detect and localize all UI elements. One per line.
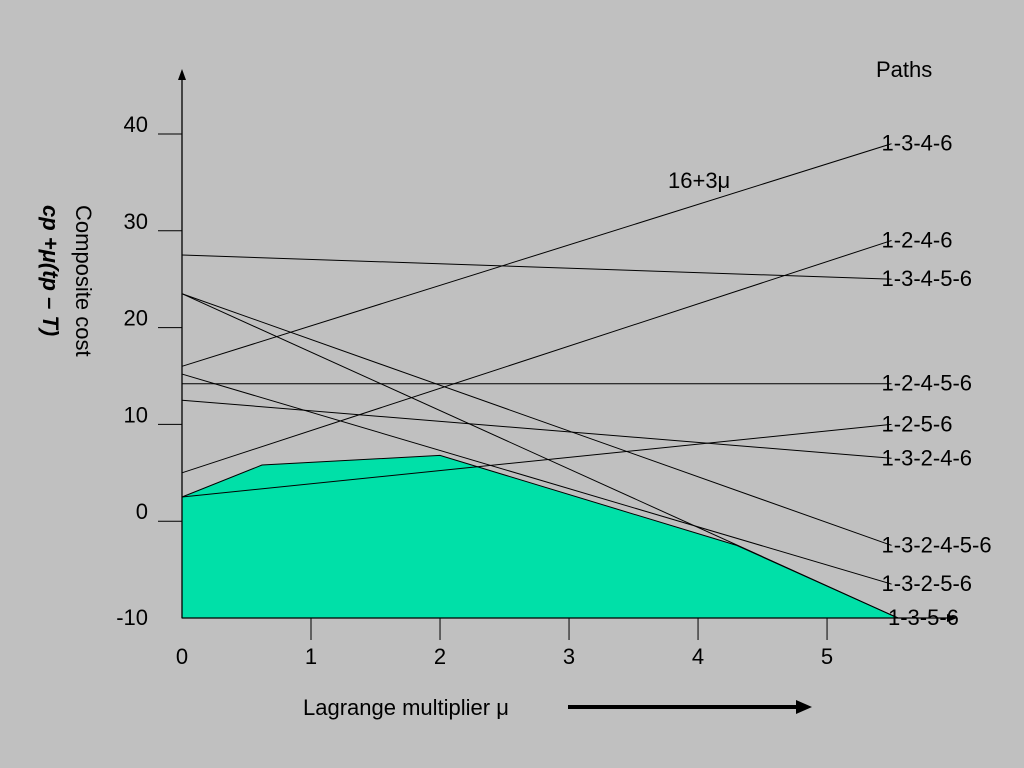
series-line-1-2-5-6	[181, 423, 892, 498]
series-label-1-2-5-6: 1-2-5-6	[882, 411, 953, 436]
series-label-1-3-2-4-5-6: 1-3-2-4-5-6	[882, 532, 992, 557]
x-tick-label: 4	[692, 644, 704, 669]
y-tick-label: 20	[124, 306, 148, 331]
series-line-1-3-2-4-5-6	[181, 293, 892, 546]
y-tick-label: 40	[124, 112, 148, 137]
series-label-1-3-4-6: 1-3-4-6	[882, 131, 953, 156]
series-label-1-3-4-5-6: 1-3-4-5-6	[882, 266, 972, 291]
y-axis-label: Composite cost	[71, 205, 96, 357]
series-line-1-3-2-5-6	[181, 373, 892, 585]
series-line-1-3-4-6	[181, 143, 892, 367]
x-tick-label: 1	[305, 644, 317, 669]
line-annotation: 16+3μ	[668, 168, 730, 193]
x-tick-label: 2	[434, 644, 446, 669]
x-tick-label: 5	[821, 644, 833, 669]
x-axis-arrowhead	[947, 614, 957, 622]
series-line-1-2-4-6	[181, 240, 892, 474]
legend-title: Paths	[876, 57, 932, 82]
series-label-1-3-2-5-6: 1-3-2-5-6	[882, 571, 972, 596]
series-line-1-3-5-6	[181, 293, 899, 619]
series-label-1-2-4-6: 1-2-4-6	[882, 227, 953, 252]
series-line-1-3-4-5-6	[181, 254, 892, 280]
x-tick-label: 3	[563, 644, 575, 669]
series-label-1-3-5-6: 1-3-5-6	[888, 605, 959, 630]
mu-direction-arrow	[568, 700, 812, 714]
x-tick-label: 0	[176, 644, 188, 669]
series-label-1-3-2-4-6: 1-3-2-4-6	[882, 445, 972, 470]
y-axis-arrowhead	[178, 69, 186, 80]
x-axis-label: Lagrange multiplier μ	[303, 695, 509, 720]
y-tick-label: 30	[124, 209, 148, 234]
y-tick-label: -10	[116, 605, 148, 630]
series-label-1-2-4-5-6: 1-2-4-5-6	[882, 371, 972, 396]
y-axis-formula: cp +μ(tp – T)	[38, 205, 63, 336]
series-line-1-3-2-4-6	[181, 399, 892, 459]
y-tick-label: 10	[124, 402, 148, 427]
y-tick-label: 0	[136, 499, 148, 524]
